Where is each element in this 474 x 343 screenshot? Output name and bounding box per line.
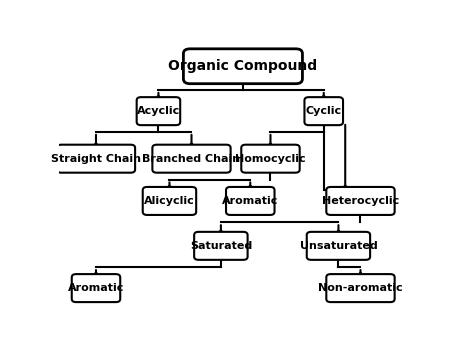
Text: Straight Chain: Straight Chain	[51, 154, 141, 164]
FancyBboxPatch shape	[143, 187, 196, 215]
Text: Homocyclic: Homocyclic	[235, 154, 306, 164]
FancyBboxPatch shape	[137, 97, 180, 125]
FancyBboxPatch shape	[57, 145, 135, 173]
FancyBboxPatch shape	[304, 97, 343, 125]
Text: Organic Compound: Organic Compound	[168, 59, 318, 73]
Text: Heterocyclic: Heterocyclic	[322, 196, 399, 206]
Text: Non-aromatic: Non-aromatic	[318, 283, 403, 293]
Text: Saturated: Saturated	[190, 241, 252, 251]
Text: Branched Chain: Branched Chain	[142, 154, 241, 164]
FancyBboxPatch shape	[226, 187, 274, 215]
Text: Aromatic: Aromatic	[222, 196, 278, 206]
FancyBboxPatch shape	[152, 145, 231, 173]
FancyBboxPatch shape	[194, 232, 247, 260]
Text: Unsaturated: Unsaturated	[300, 241, 377, 251]
Text: Aromatic: Aromatic	[68, 283, 124, 293]
Text: Acyclic: Acyclic	[137, 106, 180, 116]
FancyBboxPatch shape	[326, 187, 395, 215]
FancyBboxPatch shape	[241, 145, 300, 173]
FancyBboxPatch shape	[326, 274, 395, 302]
FancyBboxPatch shape	[72, 274, 120, 302]
FancyBboxPatch shape	[183, 49, 302, 84]
Text: Alicyclic: Alicyclic	[144, 196, 195, 206]
FancyBboxPatch shape	[307, 232, 370, 260]
Text: Cyclic: Cyclic	[306, 106, 342, 116]
